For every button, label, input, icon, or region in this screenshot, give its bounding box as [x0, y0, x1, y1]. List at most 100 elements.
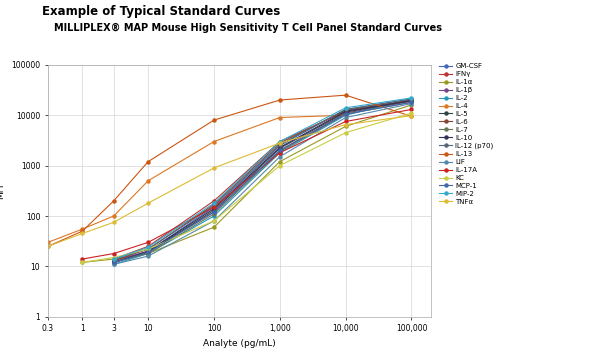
IL-4: [342, 113, 349, 117]
Text: Example of Typical Standard Curves: Example of Typical Standard Curves: [42, 5, 280, 18]
TNFα: [408, 113, 415, 118]
TNFα: [44, 244, 52, 248]
IL-1α: [210, 225, 217, 229]
Line: IL-7: IL-7: [112, 101, 413, 264]
X-axis label: Analyte (pg/mL): Analyte (pg/mL): [203, 339, 276, 348]
MCP-1: [210, 210, 217, 214]
Line: IL-17A: IL-17A: [81, 108, 413, 261]
KC: [276, 163, 283, 168]
Line: IL-13: IL-13: [46, 94, 413, 248]
IL-2: [276, 150, 283, 155]
IL-10: [408, 98, 415, 103]
IL-4: [144, 179, 152, 183]
IL-17A: [144, 240, 152, 244]
MIP-2: [210, 201, 217, 205]
GM-CSF: [276, 143, 283, 148]
KC: [78, 260, 86, 265]
Line: IL-12 (p70): IL-12 (p70): [112, 98, 413, 261]
IL-2: [144, 251, 152, 256]
TNFα: [78, 231, 86, 236]
KC: [144, 247, 152, 251]
MCP-1: [276, 148, 283, 153]
IL-13: [276, 98, 283, 102]
IL-10: [110, 260, 117, 265]
IL-1β: [276, 148, 283, 153]
Line: MCP-1: MCP-1: [112, 101, 413, 264]
Y-axis label: MFI: MFI: [0, 183, 5, 199]
IL-13: [110, 199, 117, 203]
IL-13: [408, 114, 415, 118]
KC: [110, 255, 117, 260]
MCP-1: [110, 260, 117, 265]
IL-1α: [342, 124, 349, 129]
IL-1α: [408, 103, 415, 107]
IL-6: [342, 108, 349, 112]
IL-17A: [78, 257, 86, 261]
IL-17A: [408, 107, 415, 112]
MIP-2: [144, 245, 152, 249]
IL-1α: [78, 260, 86, 265]
IL-13: [144, 159, 152, 164]
MCP-1: [408, 100, 415, 104]
LIF: [144, 254, 152, 258]
KC: [342, 131, 349, 135]
IL-2: [110, 262, 117, 266]
IL-6: [144, 247, 152, 251]
IFNγ: [276, 139, 283, 144]
Line: IL-5: IL-5: [112, 99, 413, 264]
IL-13: [78, 229, 86, 233]
IL-4: [110, 214, 117, 218]
Line: LIF: LIF: [112, 102, 413, 266]
IL-1α: [144, 251, 152, 256]
IL-1α: [110, 257, 117, 261]
IL-10: [342, 109, 349, 113]
IL-13: [44, 244, 52, 248]
IL-7: [276, 149, 283, 154]
LIF: [110, 262, 117, 266]
IFNγ: [110, 257, 117, 261]
MIP-2: [276, 139, 283, 144]
IL-10: [276, 145, 283, 149]
IL-4: [276, 115, 283, 120]
IL-1α: [276, 159, 283, 164]
MCP-1: [144, 250, 152, 255]
IFNγ: [144, 244, 152, 248]
MIP-2: [408, 96, 415, 100]
TNFα: [110, 220, 117, 224]
IL-2: [210, 214, 217, 218]
IL-17A: [342, 119, 349, 123]
IL-6: [276, 141, 283, 145]
Legend: GM-CSF, IFNγ, IL-1α, IL-1β, IL-2, IL-4, IL-5, IL-6, IL-7, IL-10, IL-12 (p70), IL: GM-CSF, IFNγ, IL-1α, IL-1β, IL-2, IL-4, …: [438, 63, 494, 205]
IL-5: [210, 208, 217, 212]
Line: IL-6: IL-6: [112, 99, 413, 262]
IL-1β: [110, 258, 117, 263]
IL-12 (p70): [210, 203, 217, 208]
IL-4: [210, 139, 217, 144]
IL-4: [78, 227, 86, 231]
IFNγ: [408, 99, 415, 103]
IL-5: [276, 146, 283, 150]
IL-12 (p70): [276, 143, 283, 147]
IL-6: [408, 98, 415, 102]
TNFα: [342, 122, 349, 127]
TNFα: [210, 166, 217, 170]
IL-5: [110, 260, 117, 265]
LIF: [210, 219, 217, 223]
IL-1β: [408, 99, 415, 103]
GM-CSF: [342, 107, 349, 112]
KC: [210, 219, 217, 223]
Line: MIP-2: MIP-2: [112, 96, 413, 261]
LIF: [342, 115, 349, 120]
Line: IL-2: IL-2: [112, 98, 413, 266]
IL-17A: [210, 205, 217, 209]
GM-CSF: [144, 249, 152, 253]
MIP-2: [342, 106, 349, 110]
IL-10: [144, 249, 152, 253]
Line: KC: KC: [81, 112, 413, 264]
TNFα: [144, 201, 152, 205]
IL-17A: [110, 251, 117, 256]
IL-10: [210, 207, 217, 211]
IL-1β: [144, 249, 152, 253]
IFNγ: [342, 109, 349, 113]
IL-7: [110, 260, 117, 265]
